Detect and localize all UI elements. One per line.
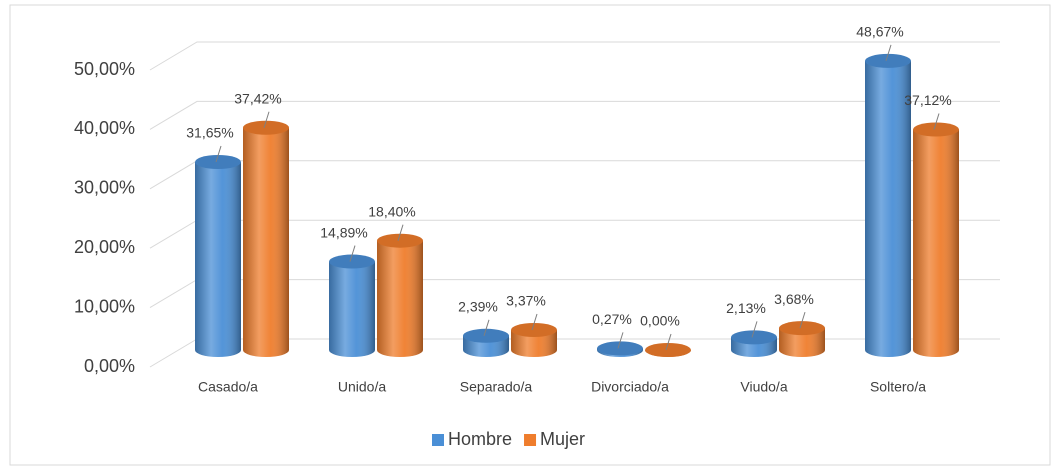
y-tick-label: 0,00% (84, 356, 135, 376)
leader-line (483, 319, 490, 336)
value-label: 14,89% (320, 224, 367, 240)
leader-line (933, 113, 940, 130)
cylinder-top-shade (731, 330, 777, 345)
cylinder-top (463, 328, 509, 343)
cylinder-top (511, 322, 557, 337)
x-tick-label: Separado/a (460, 379, 533, 395)
cylinder-top (377, 233, 423, 248)
x-tick-label: Unido/a (338, 379, 386, 395)
cylinder (329, 254, 375, 357)
value-label: 2,13% (726, 300, 766, 316)
y-tick-label: 20,00% (74, 237, 135, 257)
legend-swatch (524, 434, 537, 446)
cylinder-top-shade (463, 328, 509, 343)
value-label: 3,68% (774, 291, 814, 307)
value-label: 2,39% (458, 299, 498, 315)
cylinder-top-shade (913, 122, 959, 137)
cylinder (865, 53, 911, 357)
cylinder-shade (377, 240, 423, 357)
x-tick-label: Divorciado/a (591, 379, 669, 395)
value-label: 37,12% (904, 92, 951, 108)
leader-line (751, 321, 758, 338)
cylinder (195, 154, 241, 357)
cylinder-top-shade (377, 233, 423, 248)
y-tick-label: 10,00% (74, 296, 135, 316)
cylinder-top-shade (329, 254, 375, 269)
value-label: 0,27% (592, 311, 632, 327)
x-tick-label: Casado/a (198, 379, 258, 395)
leader-line (665, 333, 672, 351)
grid-line (149, 100, 1000, 130)
cylinder-top (731, 330, 777, 345)
legend-label: Mujer (540, 429, 585, 449)
cylinder-shade (511, 329, 557, 357)
value-label: 37,42% (234, 90, 281, 106)
cylinder-top (329, 254, 375, 269)
cylinder-top (913, 122, 959, 137)
cylinder-top-shade (597, 341, 643, 356)
leader-line (617, 332, 624, 349)
cylinder-top-shade (243, 120, 289, 135)
leader-line (799, 311, 806, 329)
cylinder (913, 122, 959, 357)
cylinder (645, 343, 691, 357)
cylinder-top-shade (645, 343, 691, 357)
leader-line (349, 245, 356, 262)
cylinder-top (243, 120, 289, 135)
y-tick-label: 30,00% (74, 178, 135, 198)
legend-swatch (432, 434, 444, 446)
cylinder-top (865, 53, 911, 68)
chart-border (9, 4, 1051, 466)
cylinder (779, 321, 825, 357)
legend-label: Hombre (448, 429, 512, 449)
leader-line (397, 224, 404, 241)
x-tick-label: Soltero/a (870, 379, 926, 395)
cylinder (731, 330, 777, 357)
cylinder (377, 233, 423, 357)
cylinder (597, 341, 643, 357)
cylinder-top (597, 341, 643, 356)
leader-line (885, 44, 892, 62)
y-tick-label: 40,00% (74, 118, 135, 138)
cylinder-top-shade (779, 321, 825, 336)
cylinder-shade (243, 127, 289, 358)
cylinder-top (195, 154, 241, 169)
value-label: 31,65% (186, 125, 233, 141)
cylinder-shade (779, 328, 825, 357)
cylinder (463, 328, 509, 357)
cylinder-top (779, 321, 825, 336)
cylinder-top (645, 343, 691, 357)
cylinder-top-shade (511, 322, 557, 337)
cylinder (243, 120, 289, 358)
leader-line (263, 111, 270, 128)
value-label: 48,67% (856, 24, 903, 40)
value-label: 0,00% (640, 313, 680, 329)
value-label: 3,37% (506, 293, 546, 309)
grid-line (149, 41, 1000, 71)
cylinder (511, 322, 557, 357)
cylinder-top-shade (195, 154, 241, 169)
cylinder-shade (865, 60, 911, 357)
leader-line (531, 313, 538, 331)
cylinder-shade (195, 161, 241, 357)
cylinder-shade (913, 129, 959, 357)
cylinder-shade (329, 261, 375, 357)
value-label: 18,40% (368, 203, 415, 219)
y-tick-label: 50,00% (74, 59, 135, 79)
x-tick-label: Viudo/a (740, 379, 787, 395)
cylinder-top-shade (865, 53, 911, 68)
leader-line (215, 145, 222, 163)
